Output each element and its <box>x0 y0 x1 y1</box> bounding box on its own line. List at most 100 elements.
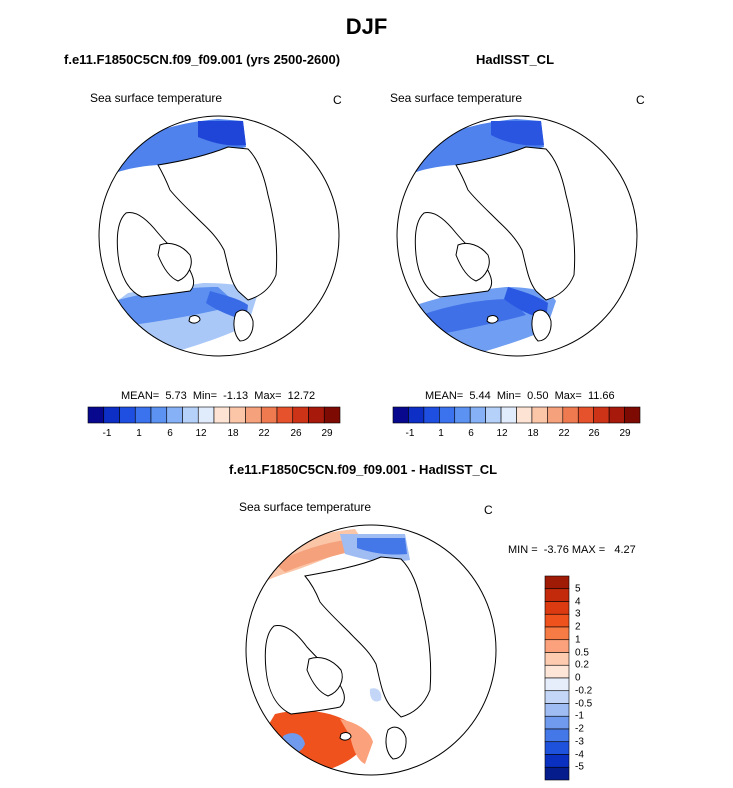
coastline-iceland <box>486 315 499 324</box>
colorbar-swatch <box>392 406 409 424</box>
colorbar-swatch <box>516 406 533 424</box>
panel-3-tick: -1 <box>575 710 584 722</box>
colorbar-swatch <box>547 406 564 424</box>
panel-2-tick: 22 <box>558 428 570 439</box>
colorbar-swatch <box>245 406 262 424</box>
colorbar-swatch <box>454 406 471 424</box>
coastline-greenland <box>157 242 192 282</box>
panel-3-units: C <box>484 503 493 517</box>
colorbar-swatch <box>544 677 570 692</box>
colorbar-swatch <box>408 406 425 424</box>
panel-3-tick: 0 <box>575 672 581 684</box>
panel-3-tick: 3 <box>575 608 581 620</box>
panel-3-title: f.e11.F1850C5CN.f09_f09.001 - HadISST_CL <box>229 462 498 477</box>
panel-1-colorbar <box>87 406 341 424</box>
colorbar-swatch <box>624 406 641 424</box>
panel-1-tick: 18 <box>227 428 239 439</box>
panel-2-tick: 26 <box>588 428 600 439</box>
colorbar-swatch <box>608 406 625 424</box>
panel-3-stats: MIN = -3.76 MAX = 4.27 <box>508 544 636 556</box>
panel-2-tick: -1 <box>405 428 415 439</box>
colorbar-swatch <box>544 715 570 730</box>
panel-3-tick: 0.5 <box>575 647 589 658</box>
panel-1-tick: 22 <box>258 428 270 439</box>
panel-1-units: C <box>333 93 342 107</box>
colorbar-swatch <box>544 703 570 717</box>
panel-2-tick: 29 <box>619 428 631 439</box>
sst-diff-atlantic-warm-light <box>340 719 373 764</box>
panel-3-tick: -3 <box>575 736 584 748</box>
colorbar-swatch <box>276 406 294 424</box>
colorbar-swatch <box>544 754 570 768</box>
coastline-greenland <box>455 242 490 282</box>
colorbar-swatch <box>544 652 570 666</box>
colorbar-swatch <box>323 406 341 424</box>
panel-2-tick: 1 <box>438 428 444 439</box>
panel-3-tick: 2 <box>575 621 581 633</box>
panel-2-title: HadISST_CL <box>476 52 555 67</box>
panel-2-units: C <box>636 93 645 107</box>
colorbar-swatch <box>544 613 570 628</box>
panel-3-tick: -0.5 <box>575 698 593 709</box>
colorbar-swatch <box>531 406 548 424</box>
panel-1-tick: 6 <box>167 428 173 439</box>
colorbar-swatch <box>439 406 456 424</box>
coastline-asia <box>304 556 432 718</box>
colorbar-swatch <box>150 406 168 424</box>
panel-1-tick: 29 <box>321 428 333 439</box>
figure-title: DJF <box>345 14 388 39</box>
colorbar-swatch <box>87 406 105 424</box>
colorbar-swatch <box>500 406 517 424</box>
panel-1-variable: Sea surface temperature <box>90 91 223 105</box>
colorbar-swatch <box>423 406 440 424</box>
coastline-scandinavia <box>233 309 254 342</box>
coastline-iceland <box>188 315 201 324</box>
colorbar-swatch <box>544 639 570 653</box>
colorbar-swatch <box>260 406 278 424</box>
sst-diff-atlantic-cool-small <box>369 688 382 702</box>
colorbar-swatch <box>197 406 215 424</box>
colorbar-swatch <box>544 728 570 743</box>
coastline-scandinavia <box>385 726 407 760</box>
panel-3-tick: -5 <box>575 761 584 773</box>
panel-3-tick: -0.2 <box>575 685 593 697</box>
panel-3-tick: -2 <box>575 723 584 735</box>
panel-1-title: f.e11.F1850C5CN.f09_f09.001 (yrs 2500-26… <box>64 52 341 67</box>
panel-2-tick: 12 <box>496 428 508 439</box>
panel-2-tick: 18 <box>527 428 539 439</box>
colorbar-swatch <box>134 406 152 424</box>
colorbar-swatch <box>544 766 570 781</box>
colorbar-swatch <box>544 626 570 641</box>
colorbar-swatch <box>308 406 325 424</box>
panel-3-colorbar <box>544 575 570 781</box>
panel-2-polar-map <box>396 115 638 357</box>
colorbar-swatch <box>577 406 594 424</box>
colorbar-swatch <box>544 601 570 615</box>
coastline-asia <box>157 146 278 301</box>
panel-2-variable: Sea surface temperature <box>390 91 523 105</box>
panel-3-tick: -4 <box>575 749 584 760</box>
colorbar-swatch <box>166 406 183 424</box>
sst-diff-pacific-cool-core <box>357 538 407 555</box>
panel-1-stats: MEAN= 5.73 Min= -1.13 Max= 12.72 <box>121 390 316 402</box>
panel-3-tick: 1 <box>575 634 581 646</box>
sst-diff-pacific-warm-core <box>275 540 349 572</box>
colorbar-swatch <box>182 406 199 424</box>
panel-1-polar-map <box>98 115 340 357</box>
colorbar-swatch <box>544 690 570 704</box>
sst-field-pacific-dark <box>491 121 544 146</box>
colorbar-swatch <box>229 406 246 424</box>
panel-3-tick: 4 <box>575 596 581 607</box>
colorbar-swatch <box>103 406 120 424</box>
coastline-scandinavia <box>531 309 552 342</box>
panel-3-variable: Sea surface temperature <box>239 500 372 514</box>
panel-1-tick: 12 <box>195 428 207 439</box>
panel-3-polar-map <box>245 524 497 776</box>
colorbar-swatch <box>544 664 570 679</box>
panel-1-tick: -1 <box>102 428 112 439</box>
colorbar-swatch <box>544 575 570 590</box>
colorbar-swatch <box>544 741 570 755</box>
panel-3-tick: 5 <box>575 583 581 595</box>
panel-3-tick: 0.2 <box>575 659 589 671</box>
colorbar-swatch <box>562 406 579 424</box>
